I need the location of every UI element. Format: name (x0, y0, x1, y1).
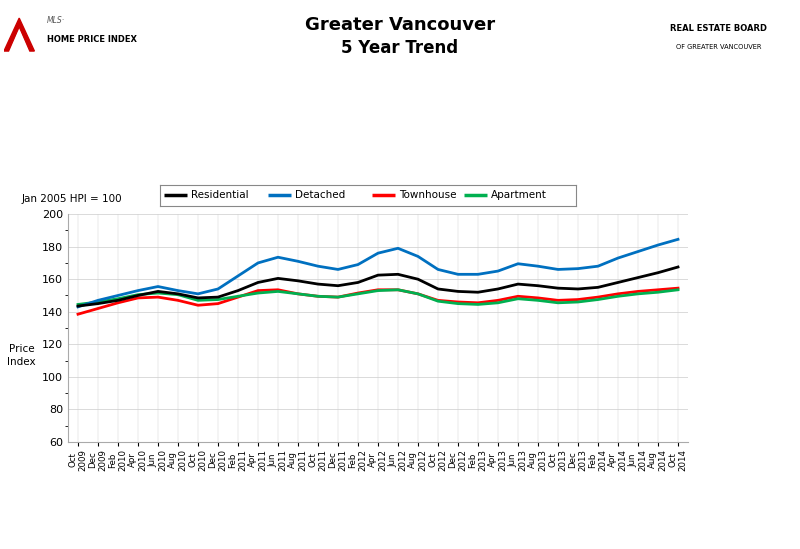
Text: Townhouse: Townhouse (399, 191, 457, 200)
Text: Detached: Detached (295, 191, 346, 200)
Text: Apartment: Apartment (490, 191, 546, 200)
Text: MLS·: MLS· (46, 15, 65, 25)
Polygon shape (12, 31, 27, 49)
Text: REAL ESTATE BOARD: REAL ESTATE BOARD (670, 24, 767, 33)
Text: Greater Vancouver: Greater Vancouver (305, 16, 495, 33)
Text: OF GREATER VANCOUVER: OF GREATER VANCOUVER (676, 44, 762, 51)
Polygon shape (4, 18, 34, 51)
Text: 5 Year Trend: 5 Year Trend (342, 40, 458, 57)
Text: Residential: Residential (191, 191, 249, 200)
Text: Price
Index: Price Index (7, 344, 36, 367)
Text: Jan 2005 HPI = 100: Jan 2005 HPI = 100 (22, 194, 122, 204)
Text: HOME PRICE INDEX: HOME PRICE INDEX (46, 35, 137, 44)
